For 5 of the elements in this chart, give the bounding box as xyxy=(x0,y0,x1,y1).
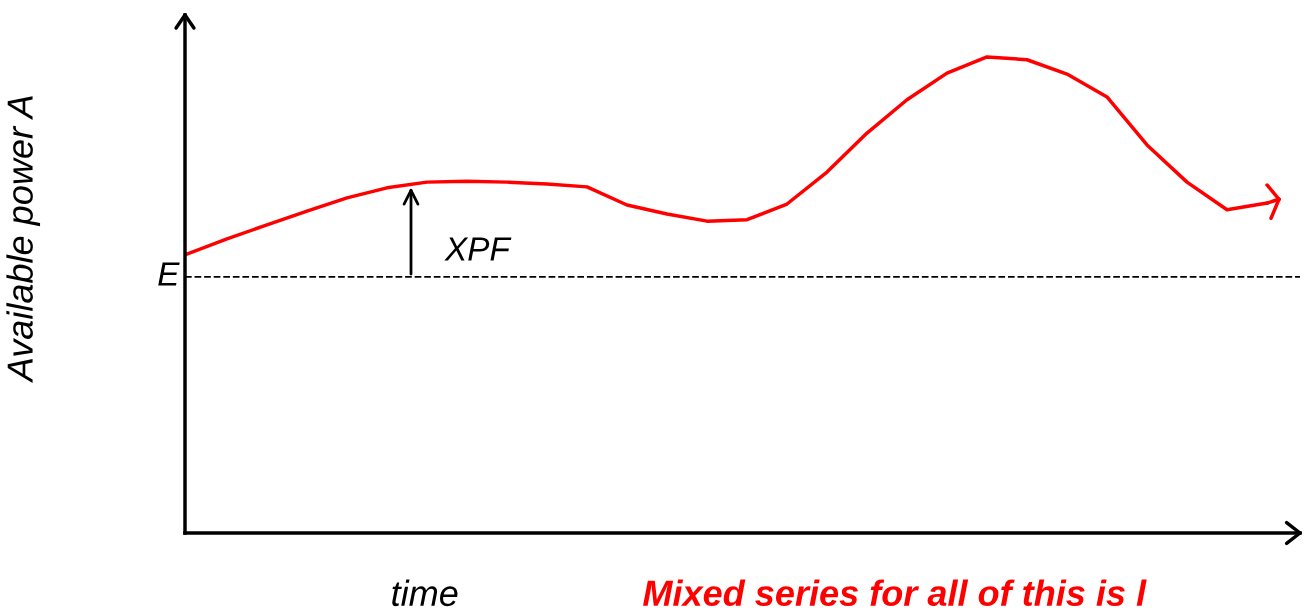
y-axis-title: Available power A xyxy=(6,96,41,384)
x-axis-title: time xyxy=(392,579,458,607)
annotation: XPF xyxy=(444,237,512,261)
text: Mixed series for all of this is l xyxy=(643,579,1147,607)
ref-line-label: E xyxy=(158,262,180,286)
